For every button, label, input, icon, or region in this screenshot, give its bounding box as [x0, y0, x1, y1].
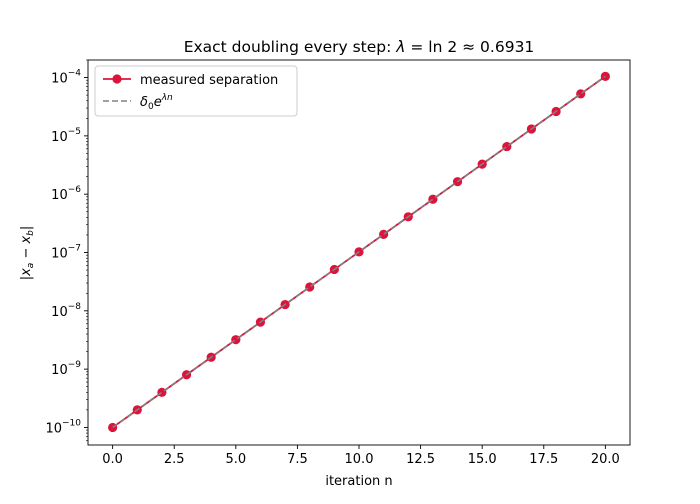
x-tick-label: 5.0 [225, 452, 246, 467]
legend: measured separation δ0eλn [94, 65, 298, 117]
legend-fit-label: δ0eλn [140, 93, 173, 112]
x-tick-label: 12.5 [406, 452, 435, 467]
y-tick-label: 10−5 [51, 127, 81, 145]
y-tick-label: 10−9 [51, 360, 81, 378]
legend-measured-marker [112, 74, 122, 84]
legend-measured-label: measured separation [140, 73, 278, 88]
y-tick-label: 10−4 [51, 69, 81, 87]
x-tick-label: 20.0 [591, 452, 620, 467]
plot-area [87, 59, 631, 446]
x-tick-label: 0.0 [102, 452, 123, 467]
x-tick-label: 2.5 [164, 452, 185, 467]
y-axis-title: |xa − xb| [19, 226, 36, 281]
y-tick-label: 10−7 [51, 244, 81, 262]
x-tick-label: 15.0 [468, 452, 497, 467]
chart-title: Exact doubling every step: λ = ln 2 ≈ 0.… [184, 38, 535, 56]
x-tick-label: 17.5 [529, 452, 558, 467]
y-tick-label: 10−10 [45, 418, 81, 436]
fit-line [112, 75, 606, 429]
legend-box [94, 65, 298, 117]
measured-separation-point [600, 71, 610, 81]
y-tick-label: 10−8 [51, 302, 81, 320]
y-tick-label: 10−6 [51, 185, 81, 203]
x-tick-label: 7.5 [287, 452, 308, 467]
x-axis-ticks: 0.0 2.5 5.0 7.5 10.0 12.5 15.0 17.5 20.0 [102, 445, 620, 467]
x-tick-label: 10.0 [345, 452, 374, 467]
y-axis-ticks: 10−10 10−9 10−8 10−7 10−6 10−5 10−4 [45, 59, 88, 441]
x-axis-title: iteration n [325, 474, 392, 489]
